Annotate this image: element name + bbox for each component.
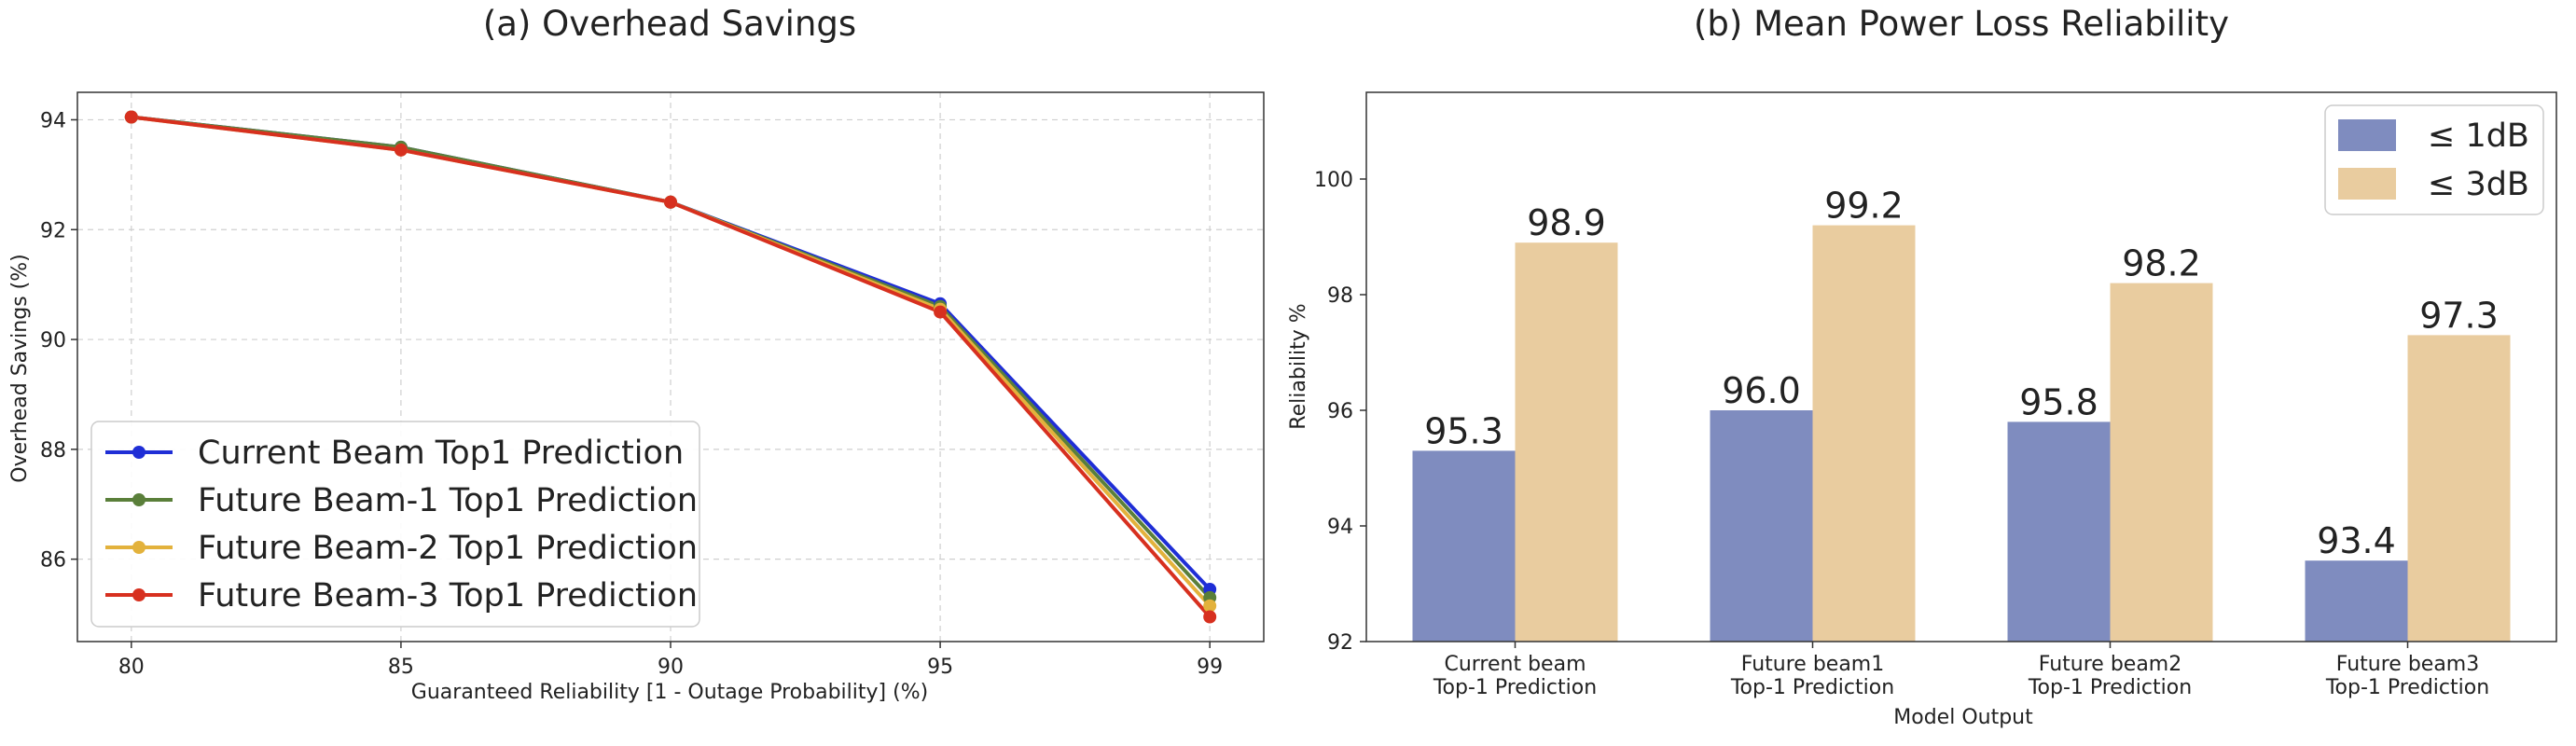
legend-entry-le-1db: ≤ 1dB	[2338, 117, 2529, 155]
legend-marker-future-beam-1	[132, 493, 145, 506]
chart-b-x-tick-current-beam-line1: Current beam	[1444, 653, 1586, 676]
chart-b-value-label-le-1db-current-beam: 95.3	[1424, 410, 1503, 451]
chart-b-y-axis-label: Reliability %	[1287, 303, 1310, 429]
chart-b-bar-le-3db-future-beam3	[2407, 335, 2511, 642]
chart-b-bar-le-3db-future-beam2	[2110, 283, 2213, 642]
chart-a-x-tick-95: 95	[927, 656, 953, 679]
chart-b-x-tick-future-beam2-line2: Top-1 Prediction	[2028, 676, 2192, 699]
chart-b-x-tick-future-beam2-line1: Future beam2	[2039, 653, 2181, 676]
legend-label-le-1db: ≤ 1dB	[2428, 117, 2529, 155]
chart-a-point-future-beam-2-top1-prediction-99	[1203, 599, 1217, 613]
chart-b-plot-frame	[1365, 91, 2557, 642]
chart-b-value-label-le-1db-future-beam3: 93.4	[2317, 520, 2396, 561]
legend-label-future-beam-2: Future Beam-2 Top1 Prediction	[198, 530, 698, 567]
chart-a-x-ticks: 80 85 90 95 99	[118, 642, 1223, 679]
legend-entry-future-beam-2: Future Beam-2 Top1 Prediction	[105, 530, 698, 567]
chart-b-value-label-le-1db-future-beam1: 96.0	[1722, 370, 1801, 411]
chart-a-y-tick-88: 88	[40, 439, 66, 463]
legend-marker-current-beam	[132, 446, 145, 459]
chart-b-y-ticks: 92 94 96 98 100	[1314, 169, 1366, 655]
chart-a-y-tick-92: 92	[40, 219, 66, 242]
chart-b-bar-le-1db-future-beam1	[1710, 410, 1813, 642]
chart-b-value-label-le-3db-future-beam2: 98.2	[2122, 243, 2201, 284]
chart-b-x-tick-future-beam3-line1: Future beam3	[2336, 653, 2479, 676]
chart-b-value-label-le-3db-current-beam: 98.9	[1527, 202, 1606, 243]
chart-b-x-tick-future-beam1-line1: Future beam1	[1741, 653, 1884, 676]
chart-a-x-tick-80: 80	[118, 656, 145, 679]
chart-b-y-tick-94: 94	[1327, 516, 1353, 539]
legend-label-future-beam-3: Future Beam-3 Top1 Prediction	[198, 577, 698, 615]
chart-a-point-future-beam-3-top1-prediction-85	[394, 143, 408, 157]
chart-a-point-future-beam-3-top1-prediction-90	[664, 195, 677, 209]
legend-swatch-le-1db	[2338, 119, 2396, 151]
chart-overhead-savings: (a) Overhead Savings 80 85 90 95 99 86 88 90 92…	[8, 4, 1265, 704]
chart-b-bars	[1412, 225, 2511, 642]
chart-a-point-future-beam-3-top1-prediction-80	[124, 110, 138, 124]
legend-swatch-le-3db	[2338, 168, 2396, 200]
chart-b-x-tick-future-beam3-line2: Top-1 Prediction	[2325, 676, 2489, 699]
chart-a-x-tick-90: 90	[658, 656, 684, 679]
chart-b-bar-le-1db-future-beam3	[2305, 560, 2408, 642]
chart-b-bar-le-3db-current-beam	[1515, 242, 1618, 642]
chart-a-legend: Current Beam Top1 Prediction Future Beam…	[90, 421, 700, 628]
legend-label-current-beam: Current Beam Top1 Prediction	[198, 435, 684, 472]
chart-b-bar-le-1db-future-beam2	[2007, 421, 2111, 642]
chart-a-y-tick-86: 86	[40, 549, 66, 573]
chart-b-data-labels: 95.3 98.9 96.0 99.2 95.8 98.2 93.4 97.3	[1424, 186, 2499, 562]
chart-a-y-tick-90: 90	[40, 329, 66, 352]
chart-a-y-tick-94: 94	[40, 109, 66, 132]
chart-b-value-label-le-3db-future-beam1: 99.2	[1824, 186, 1904, 227]
legend-label-le-3db: ≤ 3dB	[2428, 166, 2529, 203]
chart-a-y-ticks: 86 88 90 92 94	[40, 109, 77, 573]
chart-a-title: (a) Overhead Savings	[483, 4, 856, 44]
chart-b-x-tick-current-beam-line2: Top-1 Prediction	[1433, 676, 1597, 699]
chart-b-y-tick-92: 92	[1327, 631, 1353, 655]
chart-b-value-label-le-1db-future-beam2: 95.8	[2019, 381, 2098, 422]
chart-a-point-future-beam-3-top1-prediction-99	[1203, 610, 1217, 624]
legend-label-future-beam-1: Future Beam-1 Top1 Prediction	[198, 482, 698, 519]
chart-a-x-tick-99: 99	[1197, 656, 1223, 679]
chart-b-x-axis-label: Model Output	[1893, 706, 2033, 729]
chart-b-y-tick-98: 98	[1327, 284, 1353, 308]
chart-a-points	[124, 110, 1217, 624]
chart-b-title: (b) Mean Power Loss Reliability	[1694, 4, 2229, 44]
chart-a-point-future-beam-3-top1-prediction-95	[934, 305, 948, 319]
chart-a-x-tick-85: 85	[388, 656, 414, 679]
legend-entry-le-3db: ≤ 3dB	[2338, 166, 2529, 203]
chart-b-bar-le-1db-current-beam	[1412, 450, 1516, 642]
chart-a-x-axis-label: Guaranteed Reliability [1 - Outage Proba…	[411, 681, 928, 704]
chart-b-bar-le-3db-future-beam1	[1812, 225, 1916, 642]
chart-b-y-tick-96: 96	[1327, 400, 1353, 423]
chart-b-y-tick-100: 100	[1314, 169, 1353, 192]
chart-b-value-label-le-3db-future-beam3: 97.3	[2419, 295, 2499, 336]
legend-entry-future-beam-3: Future Beam-3 Top1 Prediction	[105, 577, 698, 615]
legend-entry-current-beam: Current Beam Top1 Prediction	[105, 435, 684, 472]
chart-b-legend: ≤ 1dB ≤ 3dB	[2324, 104, 2544, 215]
legend-marker-future-beam-2	[132, 541, 145, 554]
legend-entry-future-beam-1: Future Beam-1 Top1 Prediction	[105, 482, 698, 519]
legend-marker-future-beam-3	[132, 588, 145, 601]
chart-a-y-axis-label: Overhead Savings (%)	[8, 254, 32, 482]
chart-a-legend-box	[90, 421, 700, 628]
chart-power-loss-reliability: (b) Mean Power Loss Reliability 95.3 98.9…	[1287, 4, 2557, 729]
chart-b-x-tick-future-beam1-line2: Top-1 Prediction	[1730, 676, 1894, 699]
